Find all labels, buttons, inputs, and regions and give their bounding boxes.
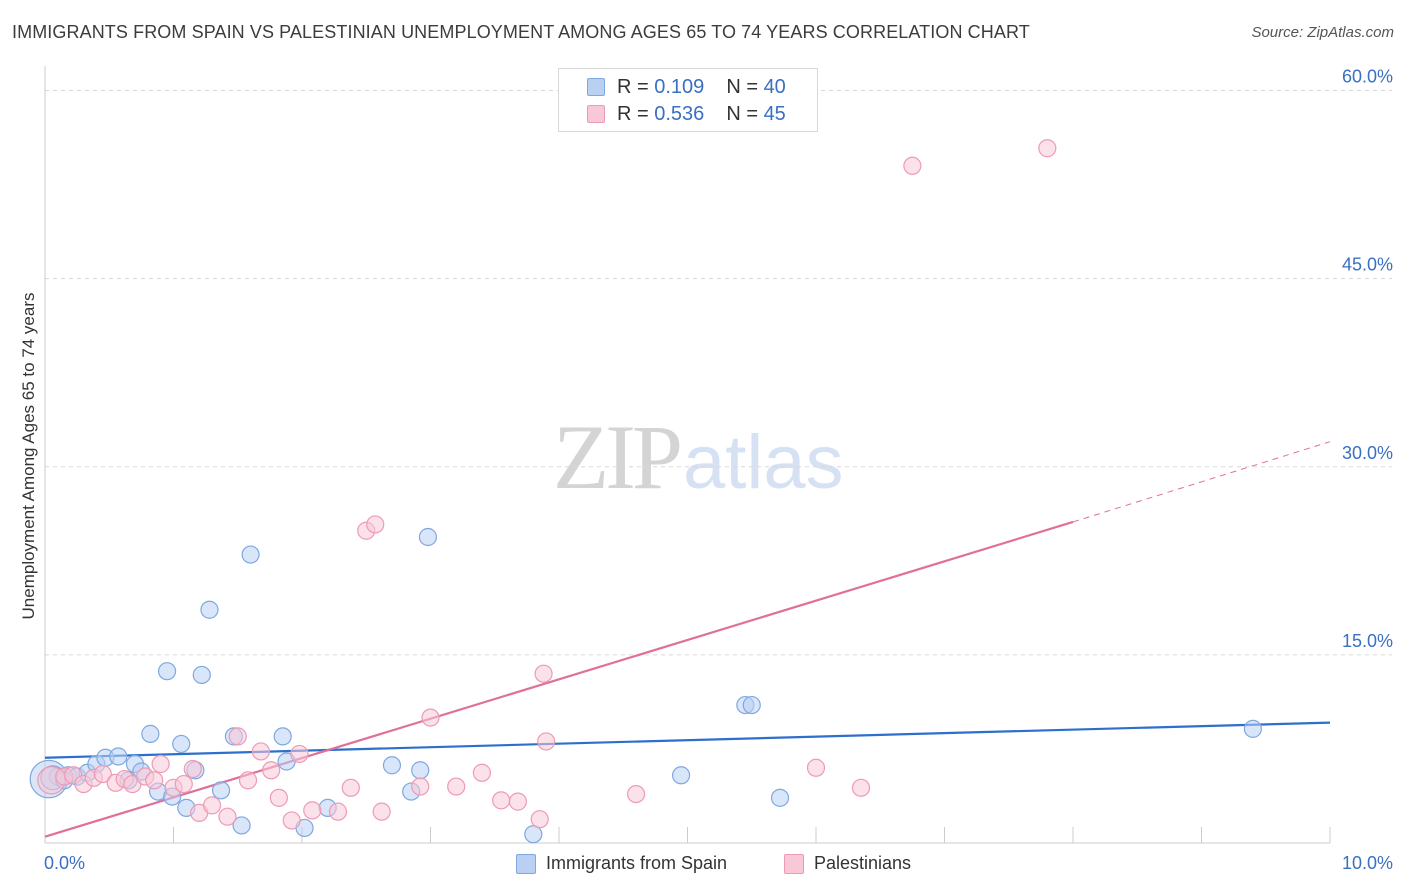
point-palestinians: [151, 754, 170, 774]
x-tick-label: 0.0%: [44, 853, 85, 873]
legend-n-value-spain: 40: [763, 75, 786, 98]
point-palestinians: [851, 778, 871, 797]
chart-title: IMMIGRANTS FROM SPAIN VS PALESTINIAN UNE…: [12, 22, 1030, 42]
point-palestinians: [282, 811, 301, 830]
point-palestinians: [508, 792, 527, 811]
y-tick-label: 30.0%: [1342, 443, 1393, 463]
point-spain: [109, 747, 128, 766]
point-palestinians: [262, 761, 281, 780]
legend-label-spain: Immigrants from Spain: [546, 853, 728, 873]
point-spain: [192, 665, 211, 685]
point-palestinians: [1038, 139, 1057, 158]
point-palestinians: [202, 796, 222, 815]
point-spain: [770, 788, 790, 807]
y-axis-label: Unemployment Among Ages 65 to 74 years: [19, 293, 38, 620]
legend-swatch-spain: [516, 853, 536, 874]
point-palestinians: [93, 764, 112, 784]
axes: [44, 66, 1331, 844]
point-palestinians: [421, 708, 440, 727]
point-spain: [382, 756, 402, 775]
trend-line-palestinians-extrapolated: [1072, 441, 1331, 523]
legend-n-label: N =: [726, 75, 758, 98]
correlation-legend: R = 0.109 N = 40 R = 0.536 N = 45: [558, 68, 818, 132]
legend-n-label: N =: [726, 102, 758, 125]
point-palestinians: [145, 771, 164, 790]
legend-swatch-spain: [587, 78, 605, 96]
point-spain: [141, 724, 160, 743]
y-tick-label: 60.0%: [1342, 67, 1393, 87]
point-palestinians: [174, 774, 193, 794]
source-label: Source: ZipAtlas.com: [1251, 24, 1394, 41]
point-palestinians: [626, 784, 646, 804]
legend-r-value-palestinians: 0.536: [654, 102, 705, 125]
point-spain: [241, 545, 260, 564]
point-palestinians: [411, 777, 430, 796]
point-palestinians: [903, 156, 922, 175]
point-palestinians: [218, 807, 237, 826]
point-spain: [411, 761, 430, 780]
point-palestinians: [537, 732, 556, 751]
point-palestinians: [492, 791, 511, 810]
point-spain: [172, 734, 191, 754]
point-spain: [211, 781, 231, 800]
point-palestinians: [328, 802, 348, 821]
data-points: [29, 139, 1263, 844]
y-tick-label: 15.0%: [1342, 631, 1393, 651]
legend-label-palestinians: Palestinians: [814, 853, 912, 873]
point-palestinians: [228, 727, 247, 746]
grid-lines: [45, 90, 1392, 656]
point-palestinians: [183, 759, 202, 779]
point-spain: [742, 695, 761, 715]
legend-row-palestinians: R = 0.536 N = 45: [587, 102, 786, 126]
point-palestinians: [534, 664, 553, 683]
legend-swatch-palestinians: [784, 853, 804, 874]
point-spain: [157, 662, 177, 681]
point-palestinians: [238, 771, 258, 790]
legend-r-label: R =: [617, 102, 649, 125]
tick-labels: 15.0% 30.0% 45.0% 60.0% 0.0% 10.0%: [44, 67, 1393, 873]
point-palestinians: [530, 810, 549, 829]
legend-row-spain: R = 0.109 N = 40: [587, 75, 786, 99]
point-spain: [200, 600, 219, 619]
point-palestinians: [472, 763, 491, 782]
x-tick-label: 10.0%: [1342, 853, 1393, 873]
point-palestinians: [366, 515, 385, 534]
y-tick-label: 45.0%: [1342, 255, 1393, 275]
legend-n-value-palestinians: 45: [763, 102, 786, 125]
point-palestinians: [806, 758, 826, 777]
point-spain: [232, 816, 251, 835]
point-spain: [273, 727, 292, 746]
point-palestinians: [447, 777, 466, 796]
legend-item-spain[interactable]: Immigrants from Spain: [516, 853, 727, 874]
point-spain: [671, 766, 691, 785]
legend-swatch-palestinians: [587, 105, 605, 123]
point-spain: [418, 527, 438, 547]
point-palestinians: [290, 744, 309, 764]
series-legend: Immigrants from Spain Palestinians: [0, 851, 1406, 877]
legend-r-label: R =: [617, 75, 649, 98]
point-palestinians: [269, 788, 288, 807]
point-palestinians: [341, 778, 360, 797]
legend-r-value-spain: 0.109: [654, 75, 705, 98]
legend-item-palestinians[interactable]: Palestinians: [784, 853, 911, 874]
point-palestinians: [372, 802, 391, 821]
point-spain: [1243, 719, 1263, 738]
point-palestinians: [303, 801, 322, 820]
point-spain: [524, 825, 543, 844]
point-palestinians: [251, 742, 270, 761]
